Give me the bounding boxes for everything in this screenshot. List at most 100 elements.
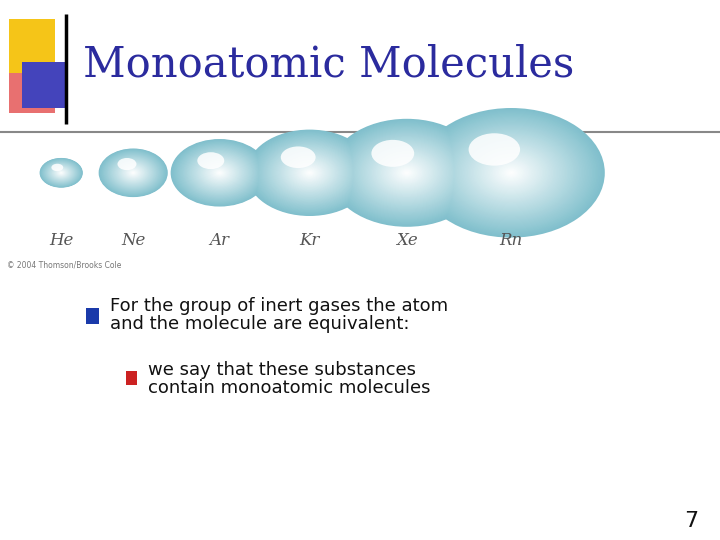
Ellipse shape — [41, 159, 82, 187]
Ellipse shape — [371, 147, 443, 198]
Ellipse shape — [464, 140, 558, 205]
Ellipse shape — [206, 163, 233, 183]
Ellipse shape — [126, 168, 140, 178]
Ellipse shape — [99, 148, 168, 197]
Ellipse shape — [117, 158, 137, 170]
Ellipse shape — [41, 159, 81, 187]
Ellipse shape — [426, 113, 597, 232]
Ellipse shape — [52, 166, 71, 179]
Ellipse shape — [217, 171, 222, 174]
Ellipse shape — [60, 172, 62, 173]
Ellipse shape — [346, 131, 468, 215]
Ellipse shape — [173, 141, 266, 205]
Ellipse shape — [454, 133, 569, 213]
Ellipse shape — [289, 158, 330, 187]
Ellipse shape — [386, 158, 428, 187]
Ellipse shape — [214, 169, 225, 177]
Ellipse shape — [109, 156, 158, 190]
Ellipse shape — [452, 132, 570, 214]
Ellipse shape — [420, 110, 602, 235]
Ellipse shape — [53, 167, 71, 179]
Text: we say that these substances: we say that these substances — [148, 361, 415, 379]
Ellipse shape — [185, 149, 254, 197]
Ellipse shape — [202, 161, 237, 185]
Ellipse shape — [299, 166, 320, 180]
Ellipse shape — [188, 151, 251, 195]
Ellipse shape — [47, 163, 76, 183]
Ellipse shape — [467, 143, 555, 203]
Ellipse shape — [125, 167, 142, 179]
Ellipse shape — [471, 145, 552, 201]
Ellipse shape — [58, 170, 65, 176]
Ellipse shape — [502, 166, 521, 179]
Ellipse shape — [307, 171, 312, 174]
Ellipse shape — [202, 160, 238, 185]
Ellipse shape — [176, 143, 264, 203]
Ellipse shape — [291, 160, 328, 186]
Ellipse shape — [280, 153, 339, 193]
Ellipse shape — [480, 151, 542, 194]
Ellipse shape — [446, 127, 577, 218]
Ellipse shape — [449, 130, 574, 216]
Ellipse shape — [488, 157, 534, 189]
Ellipse shape — [196, 157, 243, 189]
Ellipse shape — [123, 165, 143, 180]
Ellipse shape — [55, 168, 68, 178]
Ellipse shape — [284, 156, 335, 190]
Text: Kr: Kr — [300, 232, 320, 249]
Ellipse shape — [428, 116, 594, 230]
Ellipse shape — [354, 136, 460, 210]
Ellipse shape — [338, 125, 475, 220]
Ellipse shape — [132, 172, 135, 173]
Ellipse shape — [482, 152, 541, 193]
Text: Xe: Xe — [396, 232, 418, 249]
Ellipse shape — [474, 147, 549, 199]
Ellipse shape — [397, 166, 417, 180]
Ellipse shape — [45, 161, 78, 185]
Ellipse shape — [505, 168, 518, 177]
Ellipse shape — [342, 128, 472, 218]
Ellipse shape — [108, 155, 158, 191]
Ellipse shape — [451, 131, 572, 215]
Ellipse shape — [60, 172, 63, 173]
Ellipse shape — [303, 168, 316, 177]
Ellipse shape — [376, 151, 438, 194]
Ellipse shape — [192, 154, 248, 192]
Ellipse shape — [499, 164, 523, 181]
Ellipse shape — [117, 161, 150, 185]
Ellipse shape — [132, 172, 134, 173]
Ellipse shape — [360, 140, 454, 205]
Ellipse shape — [439, 123, 583, 222]
Ellipse shape — [213, 168, 226, 177]
FancyBboxPatch shape — [9, 19, 55, 78]
Ellipse shape — [378, 153, 436, 193]
Ellipse shape — [438, 122, 585, 224]
Ellipse shape — [389, 160, 425, 185]
Ellipse shape — [258, 138, 361, 208]
Ellipse shape — [261, 140, 358, 206]
Ellipse shape — [294, 163, 325, 183]
Ellipse shape — [341, 127, 473, 219]
Ellipse shape — [266, 143, 353, 202]
FancyBboxPatch shape — [126, 372, 137, 384]
Ellipse shape — [379, 154, 434, 192]
Ellipse shape — [179, 145, 260, 200]
Ellipse shape — [219, 172, 220, 173]
Ellipse shape — [59, 171, 64, 174]
Ellipse shape — [129, 170, 138, 176]
Ellipse shape — [384, 158, 429, 188]
Ellipse shape — [215, 170, 224, 176]
Ellipse shape — [404, 171, 410, 174]
Ellipse shape — [132, 172, 135, 174]
Ellipse shape — [215, 170, 225, 176]
Ellipse shape — [267, 144, 352, 201]
Ellipse shape — [207, 164, 233, 182]
Ellipse shape — [53, 167, 70, 179]
Text: Rn: Rn — [500, 232, 523, 249]
Ellipse shape — [45, 161, 78, 184]
Ellipse shape — [305, 169, 315, 177]
Ellipse shape — [337, 124, 477, 221]
Ellipse shape — [105, 153, 161, 193]
Ellipse shape — [190, 152, 249, 193]
Ellipse shape — [182, 147, 257, 199]
